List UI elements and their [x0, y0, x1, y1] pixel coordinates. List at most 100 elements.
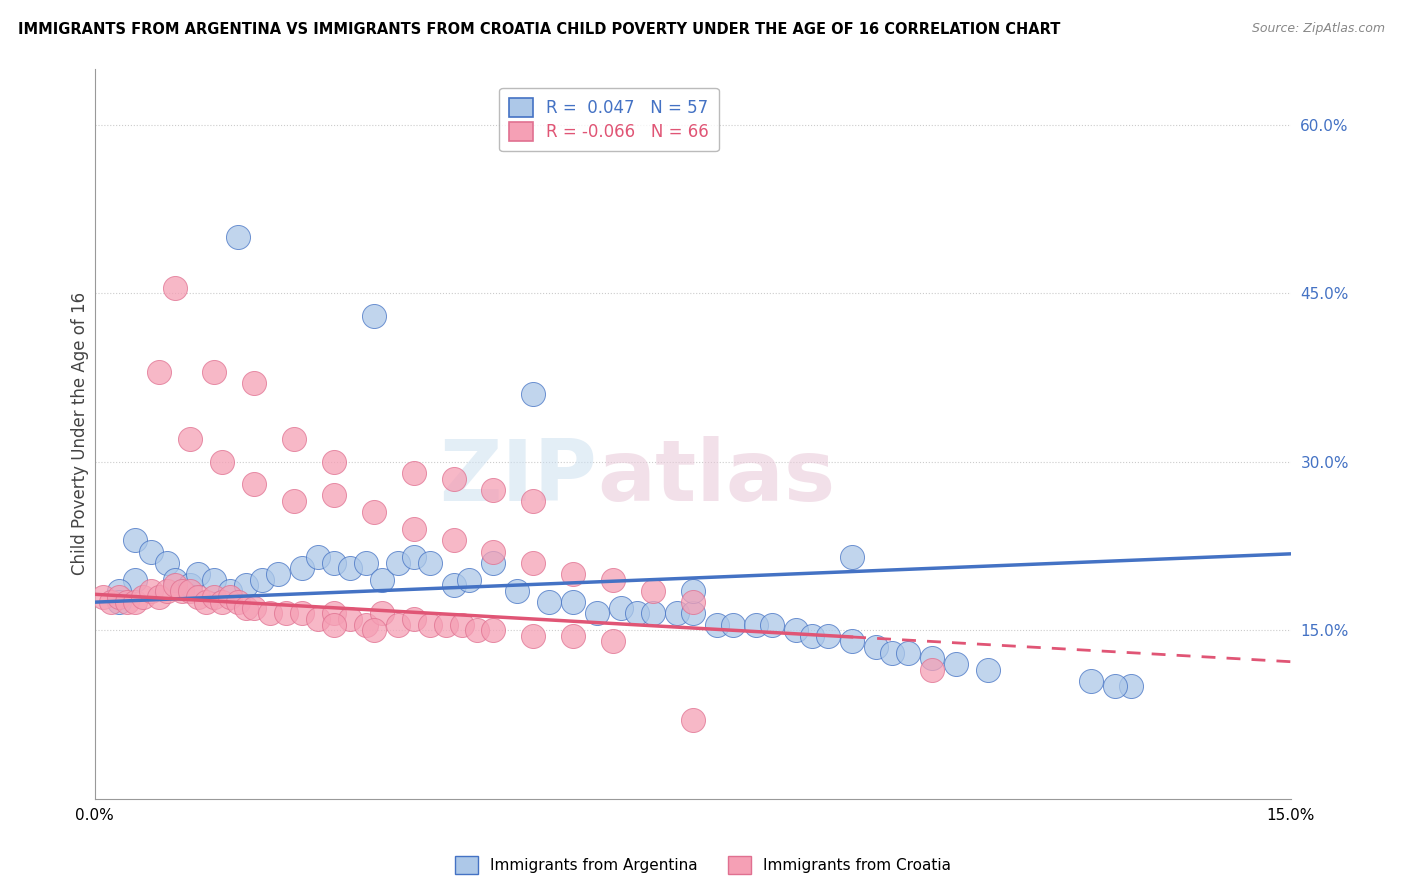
Point [801, 629, 824, 643]
Point [243, 376, 266, 390]
Point [363, 309, 385, 323]
Point [522, 387, 544, 401]
Point [172, 583, 194, 598]
Point [402, 522, 425, 536]
Point [402, 550, 425, 565]
Point [419, 556, 441, 570]
Point [443, 472, 465, 486]
Point [402, 612, 425, 626]
Point [211, 595, 233, 609]
Point [522, 629, 544, 643]
Point [682, 607, 704, 621]
Point [179, 578, 201, 592]
Point [124, 573, 146, 587]
Point [124, 595, 146, 609]
Point [387, 556, 409, 570]
Point [522, 494, 544, 508]
Point [419, 617, 441, 632]
Point [235, 600, 257, 615]
Point [467, 624, 489, 638]
Point [665, 607, 688, 621]
Point [482, 624, 505, 638]
Point [107, 583, 129, 598]
Point [626, 607, 648, 621]
Point [163, 280, 186, 294]
Point [124, 533, 146, 548]
Point [155, 556, 177, 570]
Point [363, 624, 385, 638]
Point [443, 533, 465, 548]
Point [682, 713, 704, 727]
Point [226, 230, 249, 244]
Point [323, 617, 346, 632]
Point [586, 607, 609, 621]
Point [841, 550, 863, 565]
Point [682, 583, 704, 598]
Text: Source: ZipAtlas.com: Source: ZipAtlas.com [1251, 22, 1385, 36]
Point [323, 455, 346, 469]
Point [1121, 680, 1143, 694]
Point [363, 505, 385, 519]
Point [276, 607, 298, 621]
Point [187, 567, 209, 582]
Point [291, 607, 314, 621]
Point [641, 607, 664, 621]
Point [235, 578, 257, 592]
Point [139, 544, 162, 558]
Point [148, 590, 170, 604]
Point [921, 663, 943, 677]
Point [1104, 680, 1126, 694]
Legend: Immigrants from Argentina, Immigrants from Croatia: Immigrants from Argentina, Immigrants fr… [449, 850, 957, 880]
Point [179, 583, 201, 598]
Point [402, 466, 425, 480]
Point [1080, 673, 1102, 688]
Point [307, 550, 329, 565]
Point [139, 583, 162, 598]
Point [307, 612, 329, 626]
Point [267, 567, 290, 582]
Point [785, 624, 807, 638]
Point [450, 617, 472, 632]
Point [323, 488, 346, 502]
Point [976, 663, 998, 677]
Point [371, 573, 394, 587]
Point [865, 640, 887, 654]
Point [91, 590, 114, 604]
Point [538, 595, 561, 609]
Point [945, 657, 967, 671]
Point [107, 590, 129, 604]
Point [219, 583, 242, 598]
Point [131, 590, 153, 604]
Point [602, 573, 624, 587]
Point [283, 432, 305, 446]
Point [562, 567, 585, 582]
Point [163, 578, 186, 592]
Point [211, 455, 233, 469]
Point [323, 607, 346, 621]
Point [458, 573, 481, 587]
Point [745, 617, 768, 632]
Point [522, 556, 544, 570]
Point [115, 595, 138, 609]
Point [155, 583, 177, 598]
Point [610, 600, 633, 615]
Text: IMMIGRANTS FROM ARGENTINA VS IMMIGRANTS FROM CROATIA CHILD POVERTY UNDER THE AGE: IMMIGRANTS FROM ARGENTINA VS IMMIGRANTS … [18, 22, 1060, 37]
Point [682, 595, 704, 609]
Point [243, 477, 266, 491]
Point [482, 556, 505, 570]
Point [202, 365, 225, 379]
Point [283, 494, 305, 508]
Point [880, 646, 903, 660]
Point [817, 629, 839, 643]
Point [434, 617, 457, 632]
Point [354, 556, 377, 570]
Point [226, 595, 249, 609]
Point [602, 634, 624, 648]
Legend: R =  0.047   N = 57, R = -0.066   N = 66: R = 0.047 N = 57, R = -0.066 N = 66 [499, 87, 718, 152]
Point [179, 432, 201, 446]
Point [339, 561, 361, 575]
Point [897, 646, 920, 660]
Point [100, 595, 122, 609]
Point [219, 590, 242, 604]
Point [354, 617, 377, 632]
